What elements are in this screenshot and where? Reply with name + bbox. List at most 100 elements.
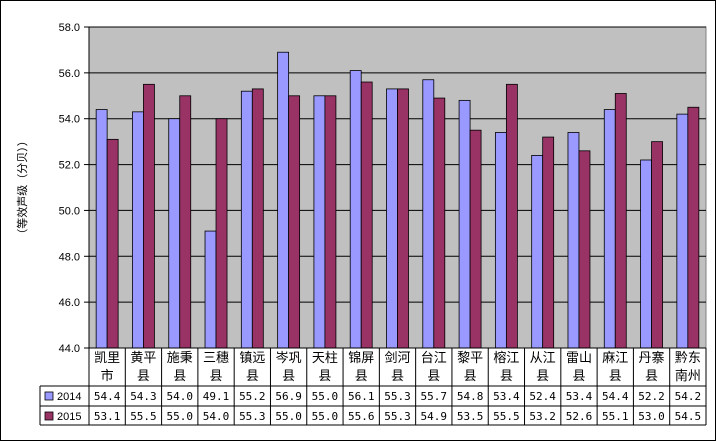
bar-2015-7 — [360, 81, 373, 349]
data-label-2014-10: 54.8 — [457, 390, 484, 403]
data-label-2014-3: 49.1 — [203, 390, 230, 403]
x-category-label: 县 — [464, 369, 477, 384]
bar-2014-12 — [531, 154, 544, 349]
data-label-2014-5: 56.9 — [275, 390, 302, 403]
data-label-2014-14: 54.4 — [602, 390, 629, 403]
x-category-label: 县 — [137, 369, 150, 384]
bar-2015-0 — [106, 138, 119, 349]
bar-2014-2 — [168, 118, 181, 349]
legend-swatch-2015 — [44, 411, 54, 421]
x-category-label: 县 — [282, 369, 295, 384]
y-tick-label: 54.0 — [59, 114, 80, 126]
bar-2015-3 — [215, 118, 228, 349]
y-tick-label: 58.0 — [59, 22, 80, 34]
x-category-label: 丹寨 — [639, 350, 665, 366]
bar-2015-9 — [433, 97, 446, 349]
data-label-2015-7: 55.6 — [348, 410, 375, 423]
data-label-2014-4: 55.2 — [239, 390, 266, 403]
x-category-label: 三穗 — [203, 351, 229, 366]
bar-2014-7 — [349, 70, 362, 349]
bar-2014-9 — [422, 79, 435, 349]
data-label-2014-6: 55.0 — [312, 390, 339, 403]
x-category-label: 黎平 — [457, 351, 483, 366]
data-label-2015-15: 53.0 — [638, 410, 665, 423]
data-label-2014-11: 53.4 — [493, 390, 520, 403]
bar-2015-8 — [397, 88, 409, 349]
x-category-label: 市 — [101, 368, 114, 384]
bar-2014-5 — [277, 51, 290, 349]
x-category-label: 麻江 — [602, 351, 628, 366]
x-category-label: 县 — [609, 369, 622, 384]
bar-2015-14 — [614, 93, 627, 349]
bar-2014-3 — [204, 230, 217, 349]
y-tick-label: 48.0 — [59, 251, 80, 263]
y-tick-label: 56.0 — [59, 68, 80, 80]
data-label-2015-10: 53.5 — [457, 410, 484, 423]
bar-2015-1 — [143, 83, 155, 349]
x-category-label: 黄平 — [130, 351, 156, 366]
bar-2014-0 — [95, 109, 108, 349]
data-label-2014-8: 55.3 — [384, 390, 411, 403]
bar-2015-10 — [469, 129, 482, 349]
x-category-label: 黔东 — [675, 351, 701, 366]
x-category-label: 天柱 — [312, 351, 338, 366]
x-category-label: 县 — [572, 369, 585, 384]
x-category-label: 县 — [246, 369, 259, 384]
bar-2015-12 — [542, 136, 555, 349]
x-category-label: 县 — [536, 369, 549, 384]
data-label-2014-7: 56.1 — [348, 390, 375, 403]
x-category-label: 锦屏 — [348, 351, 374, 366]
legend-label-2014: 2014 — [57, 391, 81, 403]
data-label-2014-13: 53.4 — [566, 390, 593, 403]
y-tick-label: 50.0 — [59, 205, 80, 217]
x-category-label: 台江 — [421, 351, 447, 366]
bar-2015-15 — [651, 141, 663, 349]
x-category-label: 县 — [645, 369, 658, 384]
data-label-2015-14: 55.1 — [602, 410, 629, 423]
legend-label-2015: 2015 — [57, 411, 81, 423]
x-category-label: 县 — [210, 369, 223, 384]
data-label-2014-1: 54.3 — [130, 390, 157, 403]
x-category-label: 县 — [318, 369, 331, 384]
data-label-2015-0: 53.1 — [94, 410, 121, 423]
data-label-2015-13: 52.6 — [566, 410, 593, 423]
data-label-2015-9: 54.9 — [421, 410, 448, 423]
bar-2015-6 — [324, 95, 337, 349]
legend-swatch-2014 — [44, 391, 54, 401]
data-label-2015-16: 54.5 — [675, 410, 702, 423]
x-category-label: 施秉 — [167, 350, 193, 366]
data-label-2014-12: 52.4 — [529, 390, 556, 403]
bar-2014-13 — [567, 132, 580, 349]
y-tick-label: 52.0 — [59, 160, 80, 172]
data-label-2015-5: 55.0 — [275, 410, 302, 423]
bar-2015-4 — [251, 88, 264, 349]
bar-2014-11 — [494, 132, 507, 349]
data-label-2015-4: 55.3 — [239, 410, 266, 423]
bar-2014-1 — [132, 111, 144, 349]
data-label-2015-11: 55.5 — [493, 410, 520, 423]
data-label-2014-15: 52.2 — [638, 390, 665, 403]
bar-2014-16 — [676, 113, 689, 349]
x-category-label: 县 — [500, 369, 513, 384]
data-label-2014-9: 55.7 — [421, 390, 448, 403]
data-label-2014-16: 54.2 — [675, 390, 702, 403]
y-tick-label: 44.0 — [59, 343, 80, 355]
y-axis-title: （等效声级（分贝）） — [15, 135, 29, 240]
data-label-2015-6: 55.0 — [312, 410, 339, 423]
bar-2015-11 — [505, 83, 518, 349]
data-label-2015-3: 54.0 — [203, 410, 230, 423]
x-category-label: 县 — [427, 369, 440, 384]
x-category-label: 从江 — [530, 351, 556, 366]
x-category-label: 凯里 — [94, 351, 120, 366]
data-label-2015-8: 55.3 — [384, 410, 411, 423]
data-label-2015-12: 53.2 — [529, 410, 556, 423]
x-category-label: 雷山 — [566, 351, 592, 366]
bar-2014-8 — [386, 88, 398, 349]
bar-2015-16 — [687, 106, 700, 349]
y-tick-label: 46.0 — [59, 297, 80, 309]
data-label-2014-0: 54.4 — [94, 390, 121, 403]
x-category-label: 岑巩 — [276, 351, 302, 366]
bar-2014-15 — [640, 159, 652, 349]
